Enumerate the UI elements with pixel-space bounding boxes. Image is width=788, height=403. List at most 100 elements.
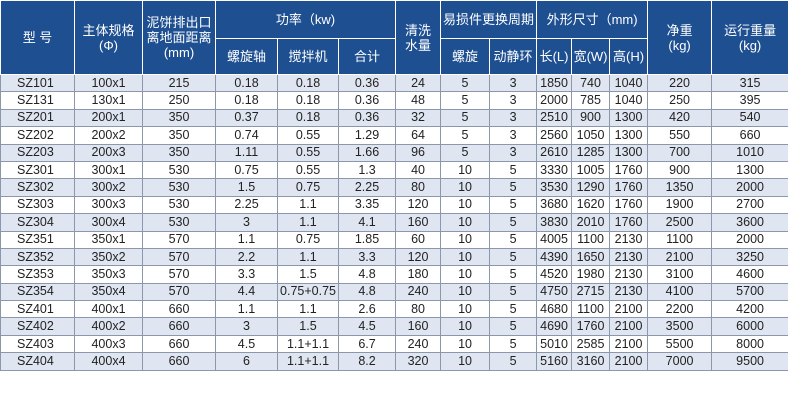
header-height: 高(H) bbox=[609, 38, 649, 75]
cell-model: SZ403 bbox=[0, 334, 75, 354]
cell-running-weight: 5700 bbox=[711, 282, 788, 302]
cell-length: 3530 bbox=[536, 178, 573, 197]
cell-power-total: 0.36 bbox=[337, 73, 397, 93]
cell-length: 2510 bbox=[536, 108, 573, 128]
cell-cake-height: 570 bbox=[142, 282, 216, 302]
cell-parts-screw: 10 bbox=[440, 265, 491, 284]
cell-width: 1005 bbox=[571, 160, 611, 180]
cell-parts-ring: 5 bbox=[489, 178, 538, 197]
cell-power-mixer: 1.1 bbox=[277, 195, 339, 215]
cell-running-weight: 4600 bbox=[711, 265, 788, 284]
cell-height: 2100 bbox=[609, 300, 649, 319]
cell-model: SZ354 bbox=[0, 282, 75, 302]
cell-net-weight: 550 bbox=[647, 126, 713, 145]
cell-cake-height: 350 bbox=[142, 143, 216, 162]
cell-cake-height: 250 bbox=[142, 91, 216, 110]
cell-length: 3330 bbox=[536, 160, 573, 180]
cell-power-total: 4.1 bbox=[337, 213, 397, 232]
cell-water: 60 bbox=[395, 230, 442, 249]
cell-height: 1760 bbox=[609, 213, 649, 232]
cell-parts-screw: 10 bbox=[440, 300, 491, 319]
cell-running-weight: 1010 bbox=[711, 143, 788, 162]
cell-model: SZ353 bbox=[0, 265, 75, 284]
cell-net-weight: 220 bbox=[647, 73, 713, 93]
header-power: 功率（kw) bbox=[214, 0, 397, 39]
cell-cake-height: 660 bbox=[142, 352, 216, 371]
cell-spec: 200x2 bbox=[74, 126, 143, 145]
cell-water: 240 bbox=[395, 334, 442, 354]
cell-parts-ring: 5 bbox=[489, 282, 538, 302]
cell-power-screw: 1.1 bbox=[215, 300, 278, 319]
cell-running-weight: 6000 bbox=[711, 317, 788, 336]
cell-power-total: 4.8 bbox=[337, 282, 397, 302]
cell-net-weight: 3100 bbox=[647, 265, 713, 284]
table-row: SZ301 300x1 530 0.75 0.55 1.3 40 10 5 3330 1005 176… bbox=[0, 160, 788, 180]
cell-running-weight: 9500 bbox=[711, 352, 788, 371]
cell-parts-ring: 5 bbox=[489, 334, 538, 354]
cell-width: 740 bbox=[571, 73, 611, 93]
cell-parts-screw: 10 bbox=[440, 334, 491, 354]
cell-running-weight: 3250 bbox=[711, 247, 788, 267]
cell-cake-height: 530 bbox=[142, 178, 216, 197]
table-row: SZ351 350x1 570 1.1 0.75 1.85 60 10 5 4005 1100 213… bbox=[0, 230, 788, 249]
cell-cake-height: 570 bbox=[142, 247, 216, 267]
cell-height: 1040 bbox=[609, 73, 649, 93]
cell-running-weight: 540 bbox=[711, 108, 788, 128]
cell-width: 1050 bbox=[571, 126, 611, 145]
cell-cake-height: 530 bbox=[142, 195, 216, 215]
spec-table: 型 号 主体规格 (Φ) 泥饼排出口 离地面距离 (mm) 功率（kw) 清洗 水量 易… bbox=[0, 0, 788, 371]
cell-running-weight: 3600 bbox=[711, 213, 788, 232]
cell-length: 2560 bbox=[536, 126, 573, 145]
cell-width: 2010 bbox=[571, 213, 611, 232]
cell-cake-height: 660 bbox=[142, 317, 216, 336]
cell-power-mixer: 1.1 bbox=[277, 213, 339, 232]
cell-width: 900 bbox=[571, 108, 611, 128]
cell-parts-screw: 5 bbox=[440, 126, 491, 145]
cell-net-weight: 2100 bbox=[647, 247, 713, 267]
cell-power-mixer: 1.1+1.1 bbox=[277, 352, 339, 371]
cell-height: 2100 bbox=[609, 317, 649, 336]
cell-water: 80 bbox=[395, 178, 442, 197]
cell-parts-ring: 5 bbox=[489, 265, 538, 284]
cell-height: 2100 bbox=[609, 334, 649, 354]
cell-running-weight: 2000 bbox=[711, 178, 788, 197]
cell-power-total: 1.3 bbox=[337, 160, 397, 180]
header-parts: 易损件更换周期 bbox=[440, 0, 538, 39]
cell-power-mixer: 1.5 bbox=[277, 265, 339, 284]
cell-spec: 350x2 bbox=[74, 247, 143, 267]
cell-spec: 350x4 bbox=[74, 282, 143, 302]
cell-length: 1850 bbox=[536, 73, 573, 93]
cell-model: SZ303 bbox=[0, 195, 75, 215]
cell-width: 2585 bbox=[571, 334, 611, 354]
cell-power-mixer: 0.18 bbox=[277, 91, 339, 110]
cell-power-mixer: 1.1+1.1 bbox=[277, 334, 339, 354]
cell-model: SZ402 bbox=[0, 317, 75, 336]
cell-parts-ring: 5 bbox=[489, 230, 538, 249]
cell-power-mixer: 1.1 bbox=[277, 300, 339, 319]
header-power-screw: 螺旋轴 bbox=[215, 38, 278, 75]
cell-power-screw: 0.18 bbox=[215, 91, 278, 110]
table-row: SZ402 400x2 660 3 1.5 4.5 160 10 5 4690 1760 2100 35… bbox=[0, 317, 788, 336]
cell-power-total: 3.35 bbox=[337, 195, 397, 215]
cell-power-mixer: 1.5 bbox=[277, 317, 339, 336]
cell-power-screw: 6 bbox=[215, 352, 278, 371]
cell-water: 120 bbox=[395, 195, 442, 215]
cell-width: 1980 bbox=[571, 265, 611, 284]
cell-length: 5010 bbox=[536, 334, 573, 354]
cell-parts-screw: 5 bbox=[440, 91, 491, 110]
cell-cake-height: 660 bbox=[142, 334, 216, 354]
cell-power-total: 8.2 bbox=[337, 352, 397, 371]
cell-power-mixer: 0.55 bbox=[277, 160, 339, 180]
cell-height: 2130 bbox=[609, 230, 649, 249]
cell-parts-ring: 5 bbox=[489, 160, 538, 180]
cell-net-weight: 700 bbox=[647, 143, 713, 162]
header-cake-height: 泥饼排出口 离地面距离 (mm) bbox=[142, 0, 216, 75]
cell-power-screw: 4.4 bbox=[215, 282, 278, 302]
cell-power-total: 2.6 bbox=[337, 300, 397, 319]
table-row: SZ302 300x2 530 1.5 0.75 2.25 80 10 5 3530 1290 176… bbox=[0, 178, 788, 197]
cell-length: 4520 bbox=[536, 265, 573, 284]
cell-cake-height: 530 bbox=[142, 160, 216, 180]
cell-cake-height: 570 bbox=[142, 230, 216, 249]
cell-parts-screw: 5 bbox=[440, 73, 491, 93]
cell-power-mixer: 1.1 bbox=[277, 247, 339, 267]
